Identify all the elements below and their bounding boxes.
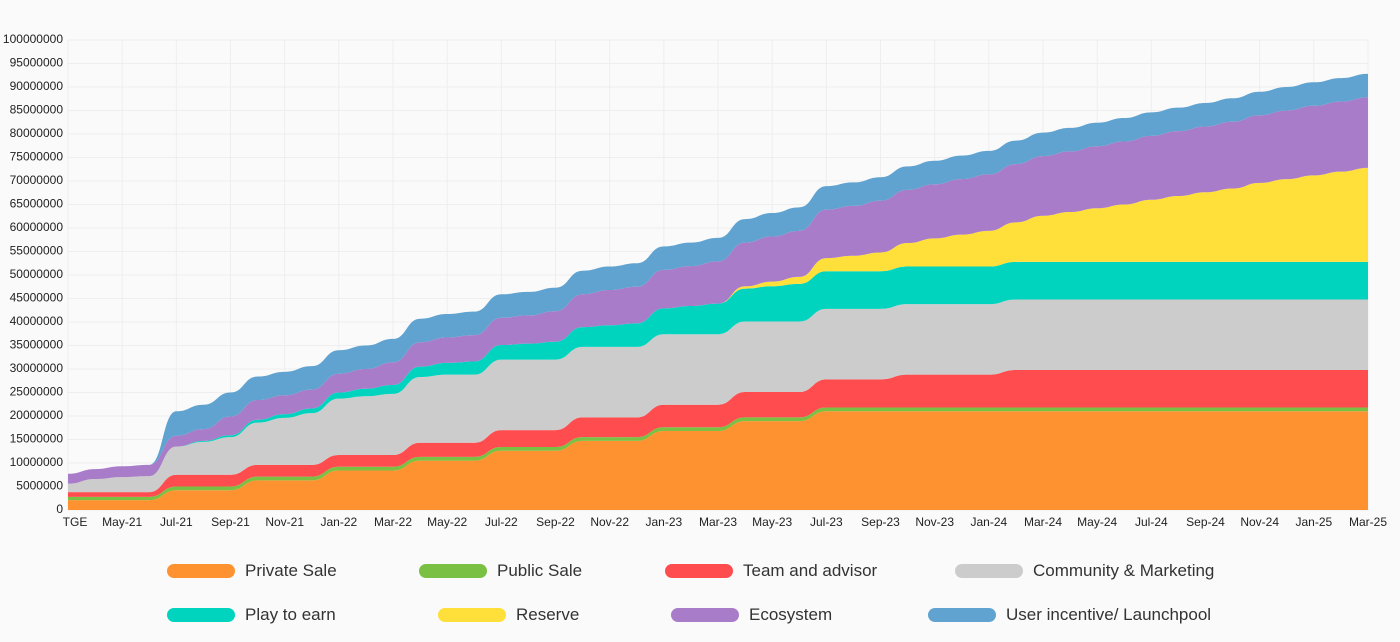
legend-swatch-reserve [438, 608, 506, 622]
area-play-to-earn[interactable] [68, 261, 1368, 484]
x-tick-label: Jul-21 [160, 515, 193, 529]
area-private-sale[interactable] [68, 411, 1368, 510]
y-tick-label: 5000000 [16, 479, 63, 493]
legend-label: Team and advisor [743, 561, 878, 580]
x-tick-label: Nov-22 [590, 515, 629, 529]
y-tick-label: 100000000 [3, 32, 63, 46]
x-tick-label: May-21 [102, 515, 142, 529]
legend-swatch-team-and-advisor [665, 564, 733, 578]
x-tick-label: Sep-23 [861, 515, 900, 529]
x-axis: TGE May-21 Jul-21 Sep-21 Nov-21 Jan-22 Mar-22 M… [63, 515, 1388, 529]
x-tick-label: Jan-23 [645, 515, 682, 529]
x-tick-label: Jan-24 [970, 515, 1007, 529]
x-tick-label: May-23 [752, 515, 792, 529]
legend-swatch-public-sale [419, 564, 487, 578]
legend-item-private-sale[interactable]: Private Sale [167, 559, 337, 583]
area-team-and-advisor[interactable] [68, 369, 1368, 497]
legend-swatch-private-sale [167, 564, 235, 578]
legend-item-community-marketing[interactable]: Community & Marketing [955, 559, 1214, 583]
y-tick-label: 90000000 [10, 79, 64, 93]
y-tick-label: 50000000 [10, 267, 64, 281]
legend-label: Reserve [516, 605, 580, 624]
y-tick-label: 45000000 [10, 291, 64, 305]
legend-item-ecosystem[interactable]: Ecosystem [671, 603, 832, 627]
legend-swatch-user-incentive-launchpool [928, 608, 996, 622]
area-series-layer [68, 73, 1368, 510]
x-tick-label: Nov-21 [265, 515, 304, 529]
x-tick-label: TGE [63, 515, 88, 529]
y-tick-label: 25000000 [10, 385, 64, 399]
area-community-marketing[interactable] [68, 299, 1368, 493]
legend-label: Private Sale [245, 561, 337, 580]
legend-item-team-and-advisor[interactable]: Team and advisor [665, 559, 877, 583]
legend-swatch-ecosystem [671, 608, 739, 622]
y-axis: 0 5000000 10000000 15000000 20000000 25000000… [3, 32, 63, 516]
y-tick-label: 35000000 [10, 338, 64, 352]
legend-label: Public Sale [497, 561, 583, 580]
y-tick-label: 30000000 [10, 361, 64, 375]
legend-label: Play to earn [245, 605, 336, 624]
x-tick-label: Jan-22 [320, 515, 357, 529]
x-tick-label: May-24 [1077, 515, 1117, 529]
x-tick-label: Jan-25 [1295, 515, 1332, 529]
y-tick-label: 70000000 [10, 173, 64, 187]
legend-swatch-play-to-earn [167, 608, 235, 622]
legend: Private Sale Public Sale Team and adviso… [0, 553, 1400, 633]
x-tick-label: Mar-22 [374, 515, 412, 529]
y-tick-label: 0 [56, 502, 63, 516]
x-tick-label: Mar-24 [1024, 515, 1062, 529]
stacked-area-chart: 0 5000000 10000000 15000000 20000000 25000000… [3, 32, 1388, 529]
x-tick-label: Jul-24 [1135, 515, 1168, 529]
y-tick-label: 85000000 [10, 103, 64, 117]
y-tick-label: 75000000 [10, 150, 64, 164]
y-tick-label: 20000000 [10, 408, 64, 422]
x-tick-label: May-22 [427, 515, 467, 529]
y-tick-label: 65000000 [10, 197, 64, 211]
legend-swatch-community-marketing [955, 564, 1023, 578]
legend-item-public-sale[interactable]: Public Sale [419, 559, 582, 583]
legend-item-play-to-earn[interactable]: Play to earn [167, 603, 336, 627]
x-tick-label: Jul-22 [485, 515, 518, 529]
area-ecosystem[interactable] [68, 97, 1368, 484]
legend-label: Community & Marketing [1033, 561, 1215, 580]
y-tick-label: 40000000 [10, 314, 64, 328]
area-user-incentive-launchpool[interactable] [68, 73, 1368, 474]
y-tick-label: 55000000 [10, 244, 64, 258]
x-tick-label: Mar-25 [1349, 515, 1387, 529]
legend-item-user-incentive-launchpool[interactable]: User incentive/ Launchpool [928, 603, 1211, 627]
legend-label: Ecosystem [749, 605, 833, 624]
y-tick-label: 80000000 [10, 126, 64, 140]
x-tick-label: Sep-22 [536, 515, 575, 529]
x-tick-label: Nov-23 [915, 515, 954, 529]
x-tick-label: Sep-21 [211, 515, 250, 529]
y-tick-label: 95000000 [10, 56, 64, 70]
y-tick-label: 15000000 [10, 432, 64, 446]
x-tick-label: Nov-24 [1240, 515, 1279, 529]
x-tick-label: Jul-23 [810, 515, 843, 529]
legend-item-reserve[interactable]: Reserve [438, 603, 579, 627]
x-tick-label: Mar-23 [699, 515, 737, 529]
legend-label: User incentive/ Launchpool [1006, 605, 1212, 624]
x-tick-label: Sep-24 [1186, 515, 1225, 529]
y-tick-label: 60000000 [10, 220, 64, 234]
area-reserve[interactable] [68, 167, 1368, 484]
y-tick-label: 10000000 [10, 455, 64, 469]
